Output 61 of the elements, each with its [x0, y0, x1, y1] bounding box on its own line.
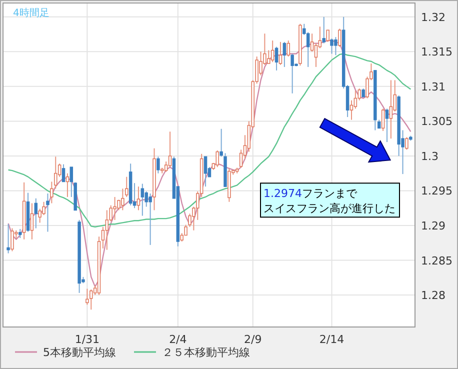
y-tick-label: 1.28: [421, 289, 446, 302]
annotation: 1.2974フランまで: [264, 187, 358, 200]
candlestick: [18, 228, 22, 239]
text: 4時間足: [13, 7, 50, 19]
candlestick: [286, 40, 290, 58]
candlestick: [86, 288, 89, 306]
candlestick: [220, 128, 223, 158]
candlestick: [282, 41, 286, 68]
candlestick: [381, 108, 385, 132]
candlestick: [34, 198, 38, 229]
candlestick: [389, 80, 393, 140]
annotation: スイスフラン高が進行した: [264, 202, 396, 216]
candlestick: [113, 196, 116, 220]
x-tick-label: 2/4: [169, 333, 187, 346]
x-tick-label: 2/9: [244, 333, 262, 346]
candlestick: [10, 228, 14, 252]
y-tick-label: 1.32: [421, 10, 446, 24]
candlestick: [204, 156, 208, 188]
candlestick: [156, 156, 160, 174]
candlestick: [385, 108, 389, 143]
candlestick: [354, 90, 358, 110]
candlestick: [274, 46, 278, 71]
candlestick: [62, 164, 66, 182]
candlestick: [290, 53, 294, 94]
candlestick: [239, 149, 243, 168]
legend-label: 5本移動平均線: [43, 346, 116, 359]
y-tick-label: 1.3: [421, 150, 438, 163]
candlestick: [405, 136, 408, 150]
y-tick-label: 1.29: [421, 219, 446, 232]
y-tick-label: 1.295: [421, 184, 452, 198]
x-tick-label: 2/14: [319, 333, 344, 346]
candlestick: [350, 100, 354, 120]
candlestick: [136, 186, 140, 211]
candlestick: [125, 176, 128, 198]
candlestick: [322, 16, 326, 44]
candlestick: [90, 288, 93, 310]
candlestick: [330, 38, 334, 54]
candlestick: [326, 30, 330, 42]
candlestick: [30, 202, 34, 240]
candlestick: [46, 193, 50, 232]
y-tick-label: 1.305: [421, 115, 452, 128]
candlestick: [278, 41, 282, 66]
y-tick-label: 1.315: [421, 46, 452, 59]
candlestick: [306, 32, 310, 68]
x-tick-label: 1/31: [74, 333, 100, 346]
candlestick: [314, 42, 318, 68]
y-tick-label: 1.31: [421, 80, 446, 94]
candlestick: [140, 183, 144, 216]
y-tick-label: 1.285: [421, 254, 452, 268]
candlestick: [38, 208, 42, 224]
candlestick: [148, 193, 152, 246]
candlestick: [338, 28, 342, 48]
candlestick: [270, 40, 274, 63]
candlestick: [216, 150, 219, 168]
candlestick: [168, 131, 172, 168]
candlestick: [6, 224, 10, 254]
candlestick: [66, 172, 70, 198]
candlestick: [121, 188, 124, 211]
candlestick: [334, 36, 338, 56]
legend-label: ２５本移動平均線: [162, 346, 250, 359]
candlestick: [105, 210, 109, 250]
